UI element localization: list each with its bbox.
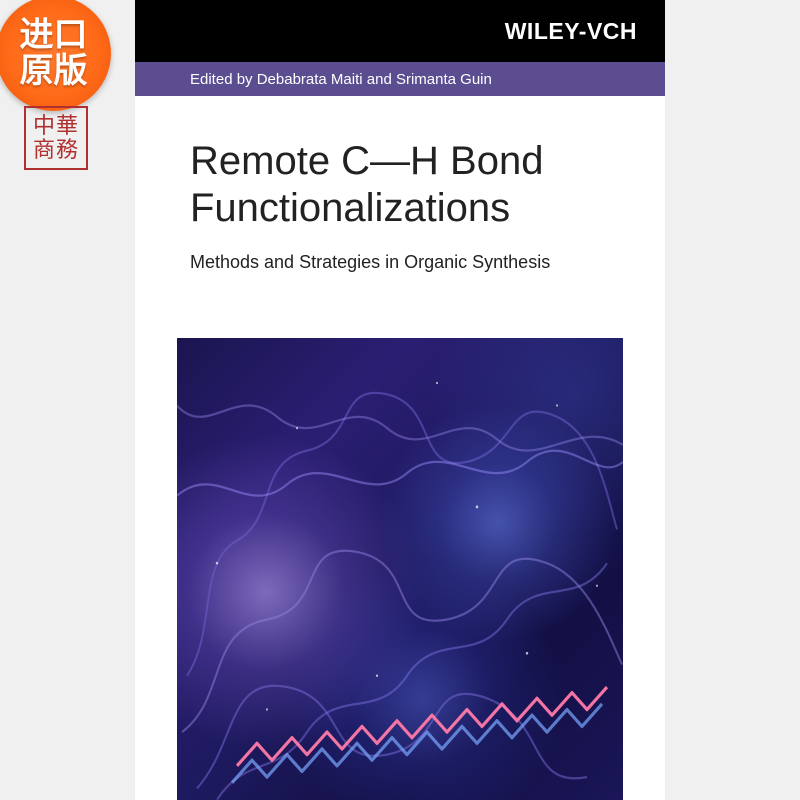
book-title: Remote C—H Bond Functionalizations [190,138,617,232]
title-line-2: Functionalizations [190,186,510,230]
import-badge: 进口 原版 中華商務 [0,0,115,195]
title-block: Remote C—H Bond Functionalizations Metho… [135,96,665,283]
editors-text: Edited by Debabrata Maiti and Srimanta G… [190,71,492,88]
publisher-bar: WILEY-VCH [135,0,665,62]
art-squiggles [177,338,623,800]
cover-art [177,338,623,800]
book-cover: WILEY-VCH Edited by Debabrata Maiti and … [135,0,665,800]
import-badge-line2: 原版 [20,54,88,90]
seal-text: 中華商務 [26,114,86,162]
seal-frame: 中華商務 [24,106,88,170]
publisher-name: WILEY-VCH [505,18,637,45]
title-line-1: Remote C—H Bond [190,139,543,183]
import-badge-line1: 进口 [20,18,88,54]
seal-stamp: 中華商務 [6,106,106,188]
editors-bar: Edited by Debabrata Maiti and Srimanta G… [135,62,665,96]
book-subtitle: Methods and Strategies in Organic Synthe… [190,252,617,273]
import-badge-circle: 进口 原版 [0,0,111,111]
